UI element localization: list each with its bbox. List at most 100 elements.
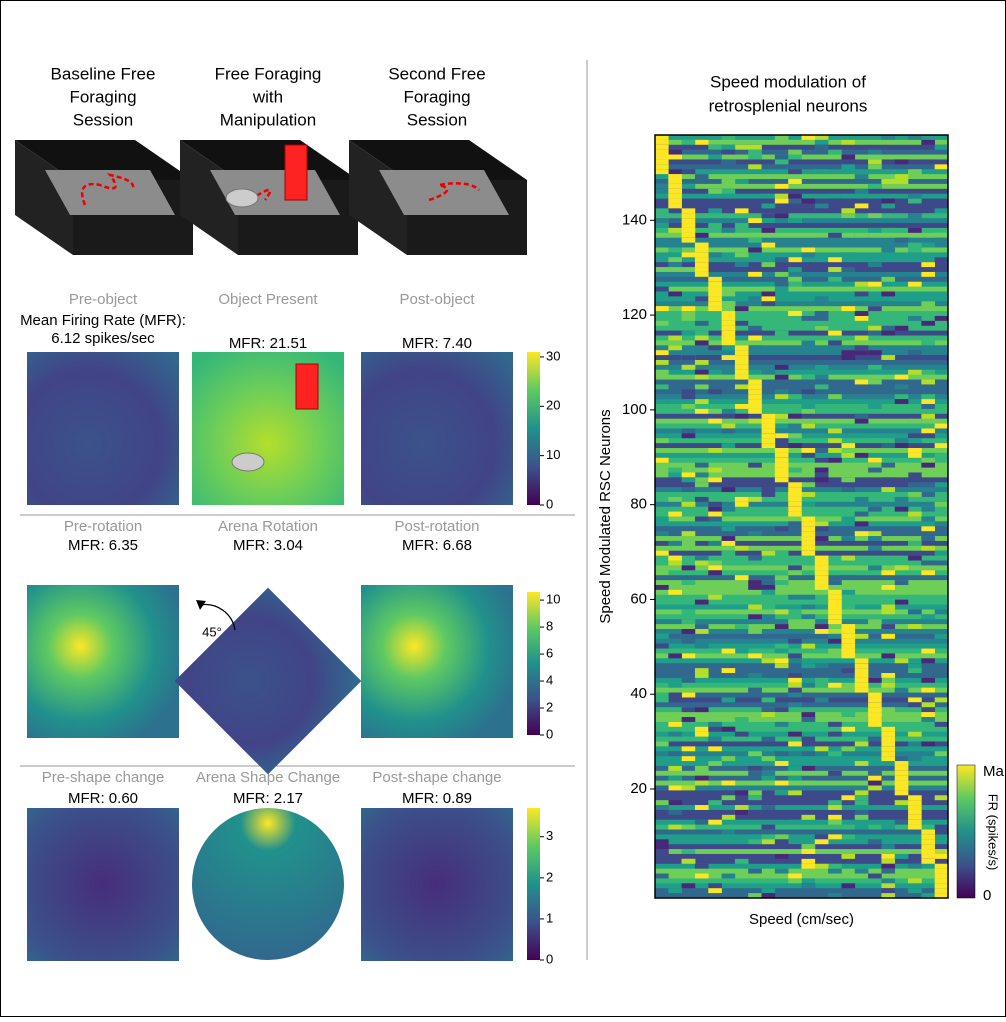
heatmap-cell — [722, 649, 736, 654]
heatmap-cell — [682, 693, 696, 698]
heatmap-peak — [828, 609, 842, 614]
heatmap-peak — [708, 296, 722, 301]
heatmap-cell — [722, 874, 736, 879]
heatmap-cell — [762, 301, 776, 306]
heatmap-row — [655, 590, 948, 595]
heatmap-cell — [695, 375, 709, 380]
heatmap-peak — [655, 135, 669, 140]
heatmap-cell — [815, 746, 829, 751]
heatmap-cell — [775, 869, 789, 874]
heatmap-cell — [682, 653, 696, 658]
heatmap-peak — [762, 443, 776, 448]
heatmap-cell — [908, 668, 922, 673]
heatmap-cell — [668, 888, 682, 893]
heatmap-cell — [735, 790, 749, 795]
heatmap-cell — [908, 199, 922, 204]
heatmap-peak — [708, 292, 722, 297]
heatmap-cell — [841, 830, 855, 835]
heatmap-cell — [748, 771, 762, 776]
heatmap-cell — [668, 722, 682, 727]
heatmap-cell — [735, 732, 749, 737]
heatmap-cell — [881, 678, 895, 683]
heatmap-cell — [735, 252, 749, 257]
heatmap-peak — [815, 561, 829, 566]
heatmap-cell — [802, 614, 816, 619]
colorbar-tick-label: 30 — [546, 348, 560, 363]
colorbar-tick-label: 1 — [546, 910, 553, 925]
heatmap-cell — [828, 683, 842, 688]
heatmap-cell — [762, 697, 776, 702]
heatmap-cell — [828, 629, 842, 634]
heatmap-cell — [695, 644, 709, 649]
heatmap-row — [655, 722, 948, 727]
heatmap-cell — [802, 883, 816, 888]
heatmap-peak — [722, 331, 736, 336]
heatmap-cell — [748, 795, 762, 800]
heatmap-cell — [815, 448, 829, 453]
heatmap-cell — [735, 223, 749, 228]
heatmap-cell — [895, 820, 909, 825]
heatmap-cell — [881, 624, 895, 629]
heatmap-peak — [695, 257, 709, 262]
heatmap-cell — [855, 541, 869, 546]
heatmap-cell — [828, 267, 842, 272]
heatmap-cell — [762, 243, 776, 248]
heatmap-cell — [695, 409, 709, 414]
heatmap-cell — [895, 658, 909, 663]
heatmap-cell — [881, 463, 895, 468]
heatmap-cell — [815, 526, 829, 531]
heatmap-cell — [748, 233, 762, 238]
heatmap-row — [655, 458, 948, 463]
heatmap-cell — [841, 306, 855, 311]
heatmap-cell — [788, 790, 802, 795]
heatmap-cell — [668, 292, 682, 297]
heatmap-cell — [921, 482, 935, 487]
heatmap-cell — [695, 639, 709, 644]
heatmap-cell — [775, 272, 789, 277]
heatmap-cell — [881, 683, 895, 688]
heatmap-cell — [881, 355, 895, 360]
heatmap-cell — [748, 869, 762, 874]
heatmap-cell — [735, 404, 749, 409]
heatmap-peak — [775, 477, 789, 482]
heatmap-cell — [828, 732, 842, 737]
heatmap-row — [655, 164, 948, 169]
rate-map — [361, 352, 513, 505]
heatmap-cell — [722, 727, 736, 732]
heatmap-row — [655, 345, 948, 350]
heatmap-cell — [881, 878, 895, 883]
heatmap-cell — [682, 355, 696, 360]
heatmap-cell — [868, 776, 882, 781]
heatmap-cell — [855, 414, 869, 419]
heatmap-cell — [682, 639, 696, 644]
heatmap-peak — [908, 795, 922, 800]
heatmap-cell — [695, 360, 709, 365]
heatmap-cell — [855, 595, 869, 600]
heatmap-cell — [682, 316, 696, 321]
heatmap-cell — [908, 282, 922, 287]
heatmap-cell — [708, 189, 722, 194]
heatmap-cell — [815, 326, 829, 331]
heatmap-row — [655, 203, 948, 208]
heatmap-cell — [895, 546, 909, 551]
heatmap-cell — [802, 815, 816, 820]
heatmap-cell — [828, 257, 842, 262]
heatmap-cell — [695, 673, 709, 678]
heatmap-peak — [682, 218, 696, 223]
heatmap-cell — [655, 531, 669, 536]
heatmap-cell — [895, 159, 909, 164]
heatmap-cell — [708, 389, 722, 394]
heatmap-cell — [668, 468, 682, 473]
colorbar-label: Ma — [983, 763, 1004, 780]
heatmap-cell — [682, 433, 696, 438]
heatmap-cell — [682, 531, 696, 536]
heatmap-cell — [881, 609, 895, 614]
heatmap-cell — [775, 839, 789, 844]
session-title: with — [252, 87, 283, 106]
heatmap-row — [655, 825, 948, 830]
heatmap-cell — [708, 512, 722, 517]
heatmap-cell — [828, 820, 842, 825]
y-tick-label: 80 — [630, 496, 647, 513]
heatmap-cell — [735, 306, 749, 311]
heatmap-cell — [841, 350, 855, 355]
